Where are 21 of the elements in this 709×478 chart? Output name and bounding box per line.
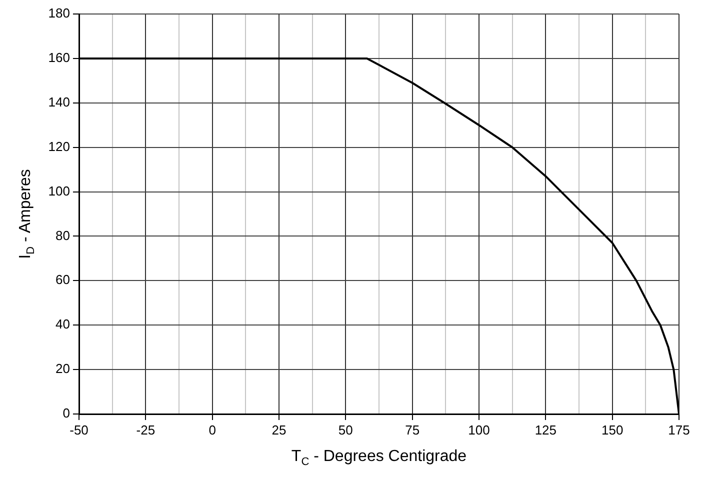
x-tick-label: 75: [405, 422, 420, 438]
y-tick-label: 0: [62, 406, 70, 421]
x-tick-label: 175: [668, 422, 690, 438]
x-axis-title: T$_{C}$ - Degrees Centigrade: [290, 448, 468, 468]
y-tick-label: 40: [56, 316, 70, 332]
x-tick-label: 125: [534, 422, 557, 438]
y-tick-label: 20: [56, 361, 70, 376]
y-tick-label: 160: [48, 50, 70, 66]
y-tick-label: 140: [48, 94, 70, 110]
y-tick-label: 60: [56, 272, 70, 288]
x-tick-label: -25: [136, 422, 156, 438]
x-tick-label: -50: [70, 422, 88, 438]
y-tick-label: 100: [48, 183, 70, 198]
x-tick-label: 150: [601, 422, 624, 438]
x-tick-label: 25: [272, 422, 286, 438]
y-tick-label: 180: [48, 6, 70, 21]
x-tick-label: 50: [338, 422, 353, 438]
y-tick-label: 80: [56, 228, 70, 243]
x-tick-label: 100: [468, 422, 490, 438]
y-tick-label: 120: [48, 138, 70, 154]
x-tick-label: 0: [208, 422, 216, 438]
